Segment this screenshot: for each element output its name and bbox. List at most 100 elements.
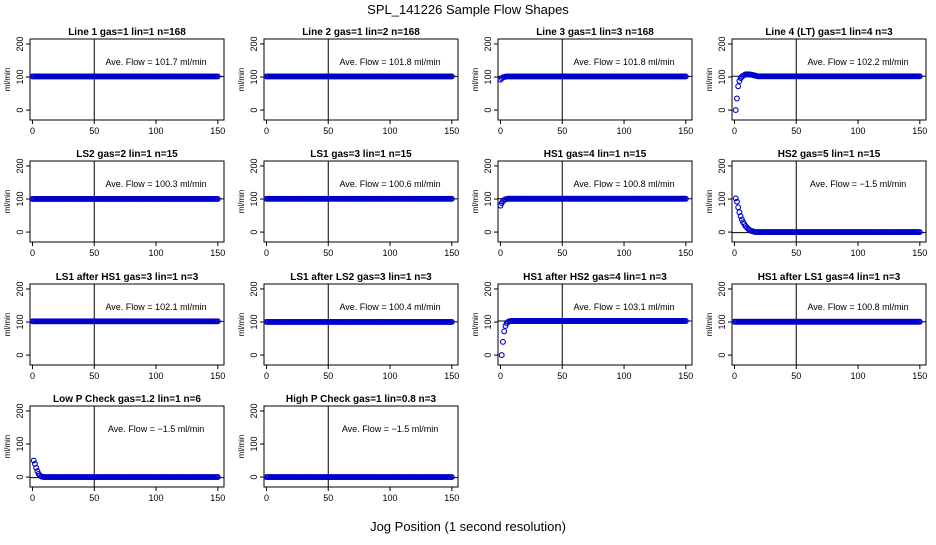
panel-frame <box>497 283 693 366</box>
x-tick-label: 50 <box>323 371 333 381</box>
panel-5: LS2 gas=2 lin=1 n=15 0 100 200 ml/min 0 50 100 1… <box>3 149 225 258</box>
y-axis-label: ml/min <box>237 435 246 459</box>
data-point <box>501 328 508 335</box>
panel-12: HS1 after LS1 gas=4 lin=1 n=3 0 100 200 ml/m… <box>705 272 927 381</box>
panel-frame <box>263 160 459 243</box>
average-flow-annotation: Ave. Flow = 103.1 ml/min <box>573 302 674 312</box>
y-tick-label: 100 <box>15 315 25 330</box>
y-axis-label: ml/min <box>237 313 246 337</box>
data-points <box>29 318 221 325</box>
y-axis-label: ml/min <box>3 313 12 337</box>
panel-frame <box>263 405 459 488</box>
y-axis-label: ml/min <box>3 190 12 214</box>
data-points <box>30 457 221 481</box>
data-point <box>448 474 455 481</box>
x-tick-label: 100 <box>383 248 398 258</box>
panel-title: LS1 gas=3 lin=1 n=15 <box>310 149 412 160</box>
y-tick-label: 100 <box>249 192 259 207</box>
data-point <box>448 195 455 202</box>
x-tick-label: 100 <box>149 371 164 381</box>
x-tick-label: 0 <box>498 248 503 258</box>
x-tick-label: 100 <box>383 371 398 381</box>
y-tick-label: 100 <box>15 70 25 85</box>
x-tick-label: 100 <box>149 493 164 503</box>
panel-title: HS1 after HS2 gas=4 lin=1 n=3 <box>523 272 667 283</box>
data-point <box>736 78 743 84</box>
x-tick-label: 0 <box>732 126 737 136</box>
y-tick-label: 0 <box>717 108 727 113</box>
panel-frame <box>731 283 927 366</box>
x-tick-label: 150 <box>210 371 225 381</box>
panel-4: Line 4 (LT) gas=1 lin=4 n=3 0 100 200 ml/min… <box>705 27 927 136</box>
average-flow-annotation: Ave. Flow = 100.3 ml/min <box>105 179 206 189</box>
data-point <box>214 318 221 325</box>
x-tick-label: 50 <box>791 248 801 258</box>
x-tick-label: 150 <box>444 493 459 503</box>
data-point <box>735 204 742 211</box>
y-tick-label: 100 <box>249 70 259 85</box>
panel-title: LS2 gas=2 lin=1 n=15 <box>76 149 178 160</box>
x-axis-caption: Jog Position (1 second resolution) <box>370 519 566 534</box>
panel-frame <box>29 283 225 366</box>
panel-13: Low P Check gas=1.2 lin=1 n=6 0 100 200 ml/m… <box>3 394 225 503</box>
x-tick-label: 50 <box>791 126 801 136</box>
x-tick-label: 100 <box>617 126 632 136</box>
panel-2: Line 2 gas=1 lin=2 n=168 0 100 200 ml/min 0 50… <box>237 27 459 136</box>
y-tick-label: 100 <box>483 315 493 330</box>
average-flow-annotation: Ave. Flow = −1.5 ml/min <box>342 424 438 434</box>
data-point <box>33 464 40 471</box>
y-tick-label: 0 <box>249 475 259 480</box>
panel-title: LS1 after HS1 gas=3 lin=1 n=3 <box>56 272 199 283</box>
y-tick-label: 0 <box>249 108 259 113</box>
panel-frame <box>29 38 225 121</box>
data-points <box>29 195 221 202</box>
x-tick-label: 150 <box>678 248 693 258</box>
panel-11: HS1 after HS2 gas=4 lin=1 n=3 0 100 200 ml/m… <box>471 272 693 381</box>
panel-9: LS1 after HS1 gas=3 lin=1 n=3 0 100 200 ml/m… <box>3 272 225 381</box>
data-points <box>732 195 923 236</box>
x-tick-label: 100 <box>851 248 866 258</box>
panel-title: LS1 after LS2 gas=3 lin=1 n=3 <box>290 272 432 283</box>
x-tick-label: 0 <box>498 371 503 381</box>
x-tick-label: 50 <box>89 126 99 136</box>
y-tick-label: 0 <box>249 230 259 235</box>
y-tick-label: 0 <box>249 353 259 358</box>
y-tick-label: 0 <box>717 230 727 235</box>
x-tick-label: 150 <box>444 371 459 381</box>
y-tick-label: 0 <box>15 108 25 113</box>
panel-title: HS2 gas=5 lin=1 n=15 <box>778 149 881 160</box>
y-axis-label: ml/min <box>471 190 480 214</box>
panel-title: Line 1 gas=1 lin=1 n=168 <box>68 27 186 38</box>
y-tick-label: 200 <box>483 36 493 51</box>
y-tick-label: 100 <box>15 192 25 207</box>
panel-title: Line 4 (LT) gas=1 lin=4 n=3 <box>765 27 893 38</box>
panel-title: Line 2 gas=1 lin=2 n=168 <box>302 27 420 38</box>
data-point <box>916 229 923 236</box>
x-tick-label: 150 <box>912 126 927 136</box>
x-tick-label: 0 <box>498 126 503 136</box>
y-tick-label: 100 <box>717 70 727 85</box>
data-points <box>498 318 689 359</box>
y-axis-label: ml/min <box>3 435 12 459</box>
y-tick-label: 0 <box>15 230 25 235</box>
panel-frame <box>263 38 459 121</box>
panel-14: High P Check gas=1 lin=0.8 n=3 0 100 200 ml/… <box>237 394 459 503</box>
x-tick-label: 50 <box>557 248 567 258</box>
average-flow-annotation: Ave. Flow = 101.8 ml/min <box>573 57 674 67</box>
y-axis-label: ml/min <box>471 313 480 337</box>
x-tick-label: 150 <box>912 371 927 381</box>
x-tick-label: 100 <box>383 493 398 503</box>
x-tick-label: 50 <box>323 248 333 258</box>
data-points <box>497 73 689 83</box>
panel-frame <box>731 160 927 243</box>
data-point <box>737 213 744 220</box>
data-points <box>263 474 455 481</box>
y-tick-label: 200 <box>249 403 259 418</box>
panel-8: HS2 gas=5 lin=1 n=15 0 100 200 ml/min 0 50 100 1… <box>705 149 927 258</box>
data-point <box>732 107 739 114</box>
figure-title: SPL_141226 Sample Flow Shapes <box>367 2 569 17</box>
data-points <box>732 71 923 114</box>
x-tick-label: 100 <box>383 126 398 136</box>
